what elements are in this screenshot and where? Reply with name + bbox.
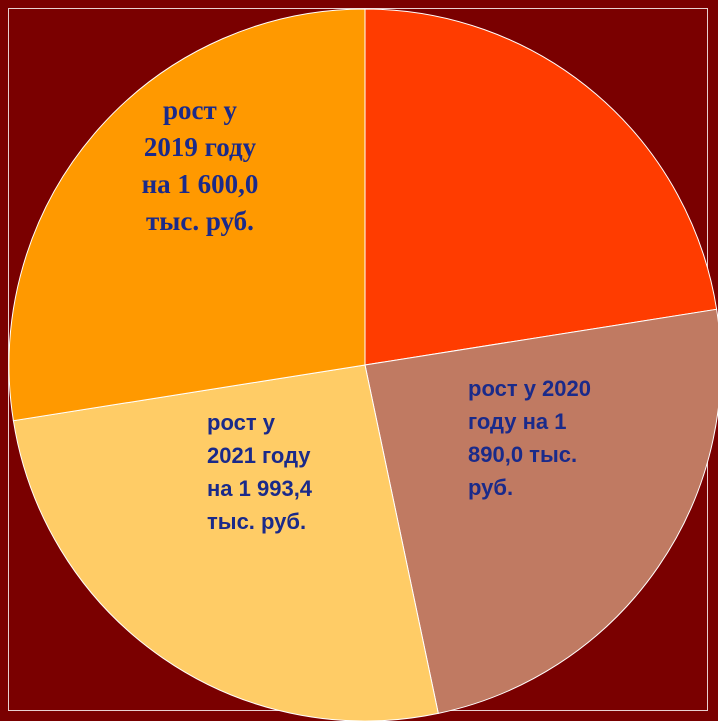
slice-label: рост у 2021 году на 1 993,4 тыс. руб. bbox=[207, 406, 312, 538]
label-line: тыс. руб. bbox=[207, 509, 307, 534]
label-line: тыс. руб. bbox=[146, 206, 254, 236]
pie-slice bbox=[364, 8, 718, 366]
label-line: руб. bbox=[468, 475, 514, 500]
label-line: рост у 2020 bbox=[468, 376, 591, 401]
label-line: рост у bbox=[162, 95, 237, 125]
label-line: на 1 993,4 bbox=[207, 476, 313, 501]
label-line: 890,0 тыс. bbox=[468, 442, 578, 467]
pie-slice bbox=[364, 308, 718, 714]
label-line: 2019 году bbox=[143, 132, 257, 162]
label-line: на 1 600,0 bbox=[141, 169, 259, 199]
label-line: рост у bbox=[207, 410, 275, 435]
pie-slice bbox=[8, 8, 366, 422]
label-line: 2021 году bbox=[207, 443, 311, 468]
slice-label: рост у 2019 году на 1 600,0 тыс. руб. bbox=[105, 92, 295, 240]
label-line: году на 1 bbox=[468, 409, 567, 434]
slice-label: рост у 2020 году на 1 890,0 тыс. руб. bbox=[468, 372, 591, 504]
